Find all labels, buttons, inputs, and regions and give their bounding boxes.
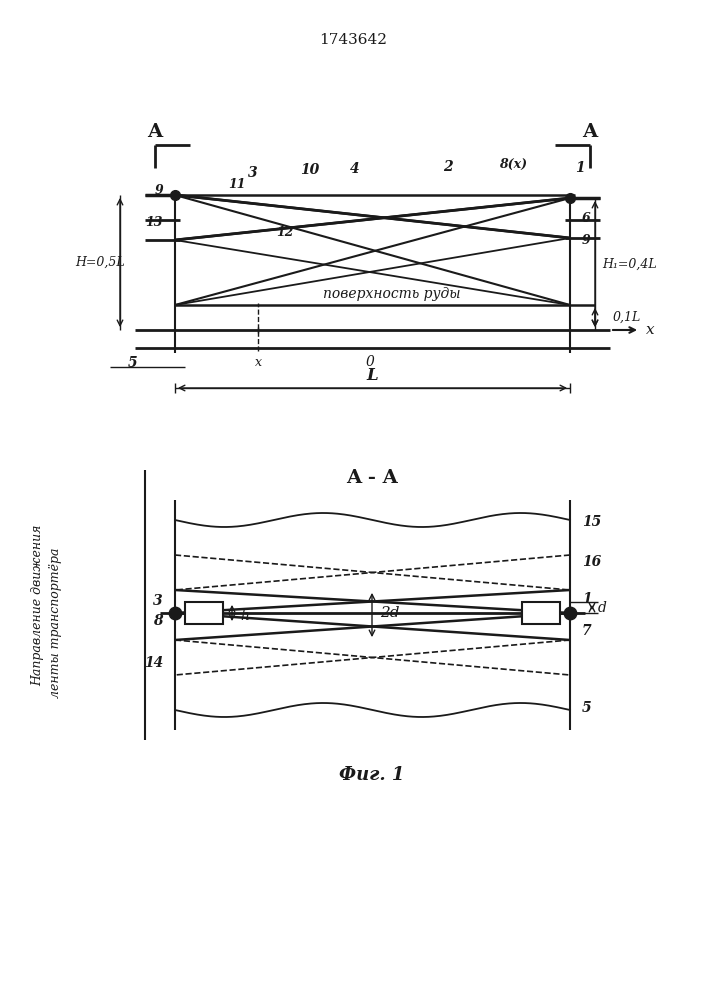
Text: 9: 9 [154,184,163,196]
Text: 8(x): 8(x) [499,157,527,170]
Text: 4: 4 [350,162,360,176]
Text: 1: 1 [582,592,592,606]
Text: 10: 10 [300,163,320,177]
Text: A - A: A - A [346,469,398,487]
Text: x: x [255,356,262,368]
Text: 14: 14 [144,656,163,670]
Text: 13: 13 [146,216,163,229]
Text: h: h [240,609,250,623]
Text: Фиг. 1: Фиг. 1 [339,766,404,784]
Text: 6: 6 [582,212,591,225]
Text: 1743642: 1743642 [319,33,387,47]
Text: ленты транспортёра: ленты транспортёра [49,548,62,698]
Text: H₁=0,4L: H₁=0,4L [602,257,658,270]
Text: 12: 12 [276,227,293,239]
Text: L: L [366,366,378,383]
Text: 9: 9 [582,234,591,247]
Text: 0,1L: 0,1L [613,310,641,324]
Text: H=0,5L: H=0,5L [75,255,125,268]
Text: 11: 11 [228,178,246,190]
Text: A: A [148,123,163,141]
Text: x: x [645,323,654,337]
Text: 2d: 2d [380,606,399,620]
Text: 15: 15 [582,515,601,529]
Text: 16: 16 [582,555,601,569]
Text: 1: 1 [575,161,585,175]
Text: 2: 2 [443,160,452,174]
Bar [185,602,223,624]
Text: 5: 5 [128,356,138,370]
Text: 5: 5 [582,701,592,715]
Text: A: A [583,123,597,141]
Text: d: d [597,601,607,615]
Text: 8: 8 [153,614,163,628]
Text: Направление движения: Направление движения [32,524,45,686]
Bar [522,602,560,624]
Text: поверхность руды: поверхность руды [323,287,461,301]
Text: 7: 7 [582,624,592,638]
Text: 3: 3 [248,166,258,180]
Text: 3: 3 [153,594,163,608]
Text: 0: 0 [366,355,375,369]
